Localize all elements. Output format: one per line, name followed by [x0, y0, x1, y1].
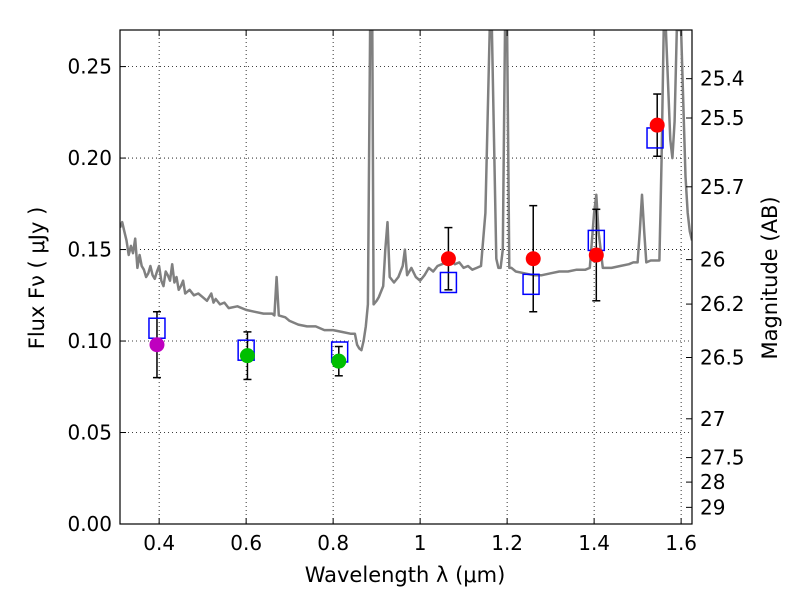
x-tick-label: 1.4: [578, 531, 610, 555]
observed-points: [149, 117, 665, 369]
right-axis-title: Magnitude (AB): [758, 196, 782, 359]
y-tick-label: 0.05: [67, 421, 112, 445]
model-square: [522, 273, 540, 296]
x-tick-label: 1: [414, 531, 427, 555]
observed-point: [649, 117, 665, 133]
y-tick-label: 0.25: [67, 55, 112, 79]
magnitude-tick-label: 27: [700, 407, 725, 431]
x-axis-title: Wavelength λ (μm): [305, 563, 506, 587]
x-tick-label: 0.8: [317, 531, 349, 555]
x-axis-title-text: Wavelength λ (μm): [305, 563, 506, 587]
magnitude-tick-label: 25.5: [700, 106, 745, 130]
x-tick-label: 1.2: [491, 531, 523, 555]
template-sed-layer: [120, 30, 692, 352]
y-axis-title: Flux Fν ( μJy ): [25, 207, 49, 350]
observed-point: [440, 251, 456, 267]
x-tick-label: 0.4: [143, 531, 175, 555]
magnitude-tick-label: 26: [700, 248, 725, 272]
y-tick-label: 0.20: [67, 146, 112, 170]
y-tick-labels: 0.00 0.05 0.10 0.15 0.20 0.25: [67, 55, 112, 536]
magnitude-tick-label: 25.4: [700, 67, 745, 91]
model-square: [439, 271, 458, 294]
right-axis-title-text: Magnitude (AB): [758, 196, 782, 359]
template-sed-line: [120, 30, 692, 352]
observed-point: [149, 337, 165, 353]
x-tick-label: 0.6: [230, 531, 262, 555]
x-tick-labels: 0.4 0.6 0.8 1 1.2 1.4 1.6: [143, 531, 697, 555]
magnitude-tick-label: 29: [700, 495, 725, 519]
y-tick-label: 0.15: [67, 238, 112, 262]
y-tick-label: 0.00: [67, 512, 112, 536]
plot-frame: [119, 29, 693, 525]
observed-point: [525, 251, 541, 267]
magnitude-tick-label: 27.5: [700, 446, 745, 470]
observed-point: [588, 247, 604, 263]
y-axis-title-text: Flux Fν ( μJy ): [25, 207, 49, 350]
magnitude-tick-label: 26.5: [700, 346, 745, 370]
observed-point: [331, 353, 347, 369]
x-tick-label: 1.6: [665, 531, 697, 555]
observed-point: [239, 348, 255, 364]
y-tick-label: 0.10: [67, 329, 112, 353]
magnitude-tick-label: 26.2: [700, 292, 745, 316]
magnitude-tick-label: 25.7: [700, 175, 745, 199]
axis-ticks: [120, 30, 692, 525]
magnitude-tick-label: 28: [700, 470, 725, 494]
